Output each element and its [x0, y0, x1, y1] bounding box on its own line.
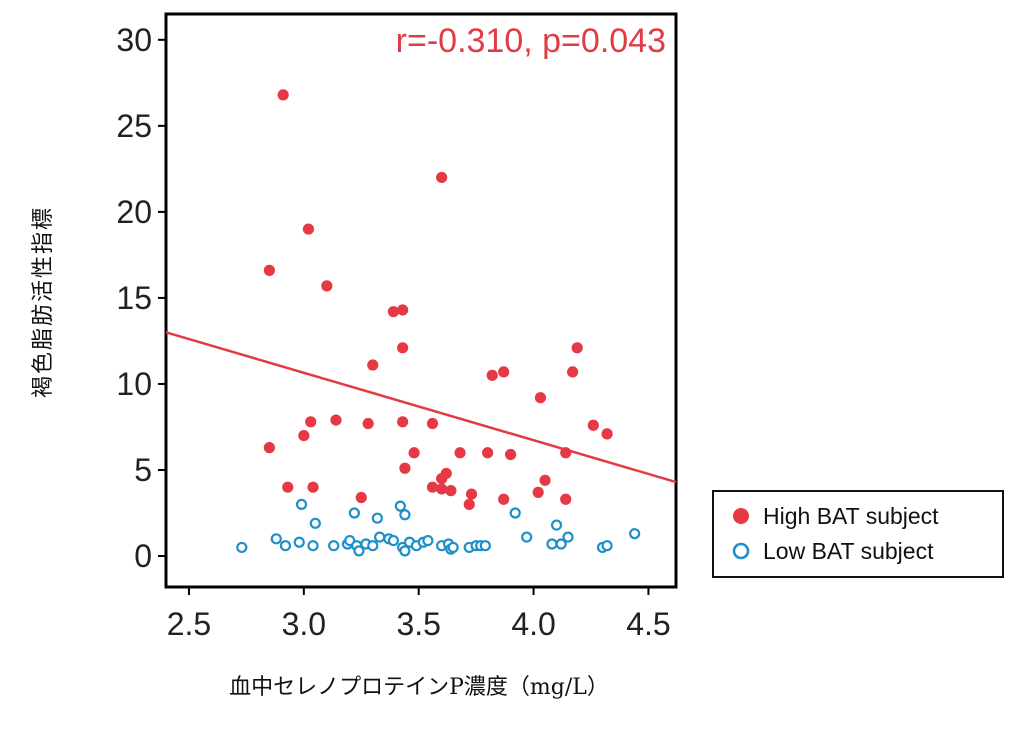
- high-bat-point: [486, 369, 498, 381]
- low-bat-point: [309, 517, 321, 529]
- high-bat-point: [321, 280, 333, 292]
- low-bat-point: [629, 528, 641, 540]
- x-tick-label: 4.0: [511, 606, 555, 642]
- y-tick-label: 5: [134, 452, 152, 488]
- high-bat-point: [534, 392, 547, 404]
- high-bat-point: [387, 306, 400, 318]
- x-axis: 2.5 3.0 3.5 4.0 4.5: [167, 587, 671, 642]
- high-bat-point: [465, 488, 478, 500]
- low-bat-point: [601, 540, 613, 552]
- high-bat-point: [307, 481, 319, 493]
- high-bat-point: [498, 493, 510, 505]
- high-bat-point: [397, 416, 409, 428]
- high-bat-point: [445, 485, 457, 497]
- high-bat-point: [560, 493, 572, 505]
- low-bat-point: [307, 540, 319, 552]
- low-bat-point: [295, 498, 308, 511]
- high-bat-point: [426, 417, 439, 430]
- high-bat-point: [367, 359, 379, 371]
- plot-frame: [164, 12, 678, 589]
- low-bat-point: [353, 545, 365, 557]
- y-axis-title: 褐色脂肪活性指標: [31, 206, 56, 398]
- high-bat-point: [397, 342, 409, 354]
- low-bat-point: [422, 534, 434, 547]
- high-bat-point: [397, 304, 409, 316]
- low-bat-point: [367, 540, 379, 552]
- low-bat-point: [328, 540, 340, 552]
- high-bat-point: [587, 419, 599, 431]
- legend-items: High BAT subject Low BAT subject: [732, 503, 939, 564]
- high-bat-point: [454, 447, 466, 459]
- x-axis-title: 血中セレノプロテインP濃度（mg/L）: [229, 675, 609, 700]
- high-bat-point: [263, 264, 275, 276]
- high-bat-point: [504, 448, 517, 461]
- y-tick-label: 30: [116, 22, 152, 58]
- high-bat-point: [571, 342, 583, 354]
- y-tick-label: 0: [134, 538, 152, 574]
- legend-low-marker: [732, 542, 750, 560]
- high-bat-point: [298, 429, 310, 442]
- high-bat-point: [263, 442, 275, 454]
- high-bat-point: [601, 428, 613, 440]
- legend-low-label: Low BAT subject: [763, 538, 934, 564]
- low-bat-point: [374, 531, 386, 543]
- high-bat-point: [302, 223, 315, 235]
- high-bat-point: [362, 417, 374, 430]
- y-tick-label: 10: [116, 366, 152, 402]
- high-bat-point: [567, 366, 579, 378]
- x-tick-label: 2.5: [167, 606, 211, 642]
- high-bat-point: [532, 486, 544, 498]
- low-bat-point: [371, 512, 383, 524]
- low-bat-point: [270, 533, 282, 545]
- regression-line: [165, 331, 677, 484]
- low-bat-point: [550, 519, 563, 531]
- low-bat-point: [521, 531, 533, 543]
- x-tick-label: 3.5: [396, 606, 440, 642]
- legend: High BAT subject Low BAT subject: [712, 490, 1004, 578]
- high-bat-point: [463, 498, 475, 511]
- high-bat-point: [282, 481, 294, 493]
- high-bat-point: [436, 483, 448, 495]
- high-bat-point: [436, 171, 448, 184]
- legend-high-marker: [733, 508, 749, 524]
- low-bat-point: [399, 509, 411, 521]
- y-tick-label: 20: [116, 194, 152, 230]
- high-bat-point: [399, 462, 411, 474]
- x-tick-label: 4.5: [626, 606, 670, 642]
- low-bat-point: [293, 536, 305, 548]
- high-bat-point: [277, 89, 289, 101]
- x-tick-label: 3.0: [282, 606, 326, 642]
- high-bat-point: [498, 366, 510, 378]
- low-bat-point: [562, 531, 574, 543]
- high-bat-point: [408, 447, 420, 459]
- low-bat-point: [348, 507, 360, 519]
- high-bat-point: [436, 472, 448, 485]
- y-axis: 0 5 10 15 20 25 30: [116, 22, 166, 574]
- high-bat-point: [355, 491, 367, 504]
- y-tick-label: 25: [116, 108, 152, 144]
- low-bat-point: [447, 541, 459, 554]
- high-bat-point: [482, 447, 494, 459]
- high-bat-point: [539, 474, 551, 486]
- correlation-annotation: r=-0.310, p=0.043: [396, 22, 666, 60]
- low-bat-point: [555, 538, 567, 550]
- high-bat-point: [305, 416, 317, 428]
- legend-box: [712, 490, 1004, 578]
- low-bat-point: [479, 540, 491, 552]
- legend-high-label: High BAT subject: [763, 503, 939, 529]
- high-bat-point: [426, 481, 439, 493]
- low-bat-point: [279, 540, 292, 552]
- y-tick-label: 15: [116, 280, 152, 316]
- low-bat-point: [394, 500, 406, 512]
- low-bat-point: [236, 541, 248, 554]
- high-bat-point: [330, 414, 342, 426]
- low-bat-point: [387, 534, 400, 547]
- low-bat-point: [509, 507, 521, 519]
- plot-area: [165, 89, 677, 557]
- low-bat-point: [546, 538, 558, 550]
- low-bat-point: [399, 545, 411, 557]
